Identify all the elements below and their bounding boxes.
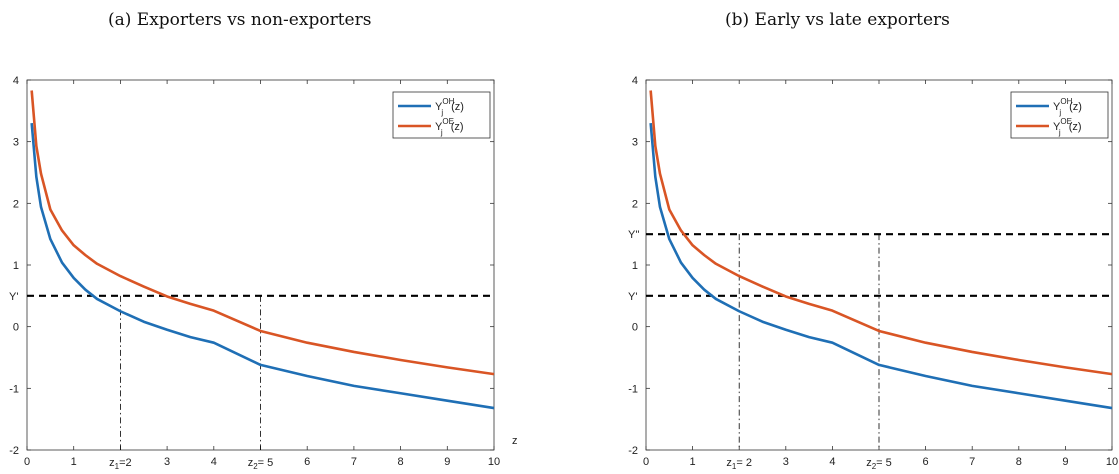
z-label-subscript: 1 [732,462,737,471]
z-guide-label: z1=2 [109,457,131,471]
legend-name-subscript: j [1058,108,1061,117]
series-line-oh [30,123,495,410]
legend-name-argument: (z) [1069,121,1082,133]
panel-a-title: (a) Exporters vs non-exporters [108,10,372,30]
legend-name-base: Y [435,121,443,133]
y-tick-label: -2 [9,445,19,457]
x-tick-label: 10 [1106,456,1118,468]
panel-b-title: (b) Early vs late exporters [725,10,950,30]
z-label-subscript: 2 [872,462,877,471]
z-guide-label: z2= 5 [866,457,892,471]
y-tick-label: -1 [628,383,638,395]
z-label-value: = 5 [258,457,274,469]
legend-name-base: Y [435,101,443,113]
y-tick-label: 1 [13,260,19,272]
legend-name-subscript: j [440,108,443,117]
x-tick-label: 9 [1062,456,1068,468]
y-tick-label: 0 [13,322,19,334]
legend-name-subscript: j [440,128,443,137]
z-label-base: z [109,457,115,469]
y-tick-label: 3 [632,137,638,149]
z-label-value: = 5 [876,457,892,469]
y-tick-label: 4 [13,75,19,87]
x-tick-label: 6 [923,456,929,468]
legend-name-base: Y [1053,121,1061,133]
x-tick-label: 6 [304,456,310,468]
z-label-subscript: 1 [115,462,120,471]
threshold-label: Y' [628,291,637,303]
z-label-base: z [866,457,872,469]
x-tick-label: 3 [164,456,170,468]
legend-entry: YOH j (z) [1053,97,1082,117]
legend-entry: YOE j (z) [435,117,464,137]
x-tick-label: 0 [643,456,649,468]
z-label-base: z [726,457,732,469]
legend-name-argument: (z) [451,101,464,113]
y-tick-label: 0 [632,322,638,334]
y-tick-label: 2 [632,198,638,210]
threshold-label: Y' [9,291,18,303]
legend-name-subscript: j [1058,128,1061,137]
legend-name-superscript: OH [1060,97,1072,106]
y-tick-label: 2 [13,198,19,210]
legend-name-argument: (z) [451,121,464,133]
x-tick-label: 4 [829,456,835,468]
y-tick-label: 4 [632,75,638,87]
legend-name-superscript: OE [442,117,454,126]
y-tick-label: -1 [9,383,19,395]
legend-name-argument: (z) [1069,101,1082,113]
x-tick-label: 7 [351,456,357,468]
threshold-label: Y'' [628,229,640,241]
x-tick-label: 10 [488,456,500,468]
x-tick-label: 1 [71,456,77,468]
z-label-value: = 2 [736,457,752,469]
series-line-oe [30,90,495,376]
x-tick-label: 9 [444,456,450,468]
x-tick-label: 1 [690,456,696,468]
x-tick-label: 8 [398,456,404,468]
x-tick-label: 0 [24,456,30,468]
legend-box [392,91,491,139]
legend-entry: YOE j (z) [1053,117,1082,137]
series-line-oh [649,123,1113,410]
x-tick-label: 8 [1016,456,1022,468]
legend-name-base: Y [1053,101,1061,113]
x-tick-label: 3 [783,456,789,468]
x-tick-label: 7 [969,456,975,468]
y-tick-label: 1 [632,260,638,272]
y-tick-label: -2 [628,445,638,457]
z-label-base: z [248,457,254,469]
legend-box [1010,91,1109,139]
legend-name-superscript: OE [1060,117,1072,126]
x-axis-label: z [512,435,518,447]
legend-name-superscript: OH [442,97,454,106]
z-guide-label: z2= 5 [248,457,274,471]
x-tick-label: 4 [211,456,217,468]
series-line-oe [649,90,1113,376]
y-tick-label: 3 [13,137,19,149]
z-label-value: =2 [119,457,132,469]
z-label-subscript: 2 [253,462,258,471]
legend-entry: YOH j (z) [435,97,464,117]
z-guide-label: z1= 2 [726,457,752,471]
